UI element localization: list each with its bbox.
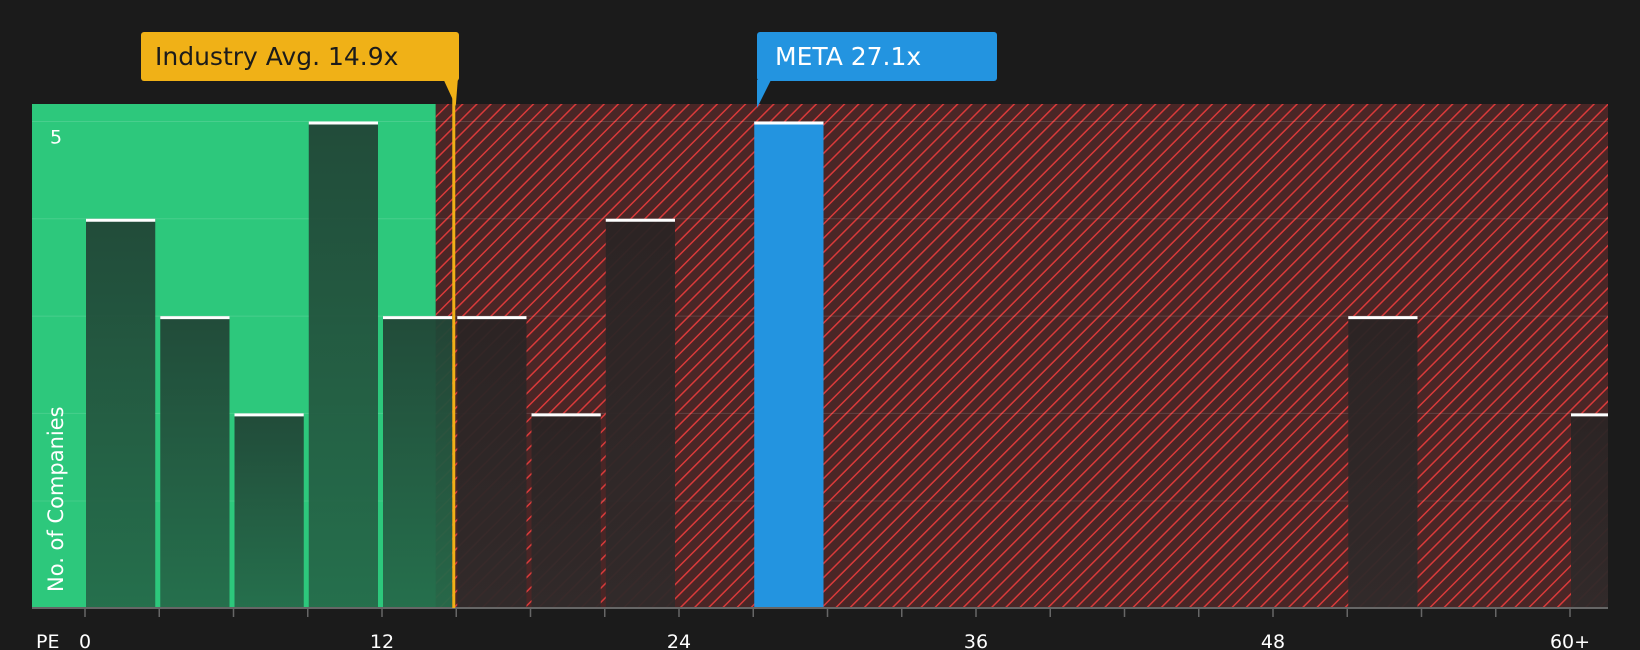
bar [531, 413, 601, 608]
highlighted-bar [754, 121, 824, 608]
x-axis-title: PE [36, 631, 59, 650]
markers: Industry Avg. 14.9x META 27.1x [141, 32, 997, 608]
company-label: META 27.1x [775, 42, 921, 71]
bar [1571, 413, 1608, 608]
bar [86, 218, 156, 609]
bar [383, 316, 453, 608]
y-tick-label: 5 [50, 127, 62, 149]
industry-avg-label: Industry Avg. 14.9x [155, 42, 398, 71]
bar [160, 316, 230, 608]
industry-avg-pointer [443, 80, 458, 106]
x-tick-label: 12 [370, 631, 394, 650]
x-axis: 0 12 24 36 48 60+ [32, 607, 1608, 650]
bars [86, 121, 1608, 609]
bar [308, 121, 378, 608]
bar [605, 218, 675, 609]
y-axis-title: No. of Companies [44, 406, 68, 592]
bar [234, 413, 304, 608]
company-pointer [757, 80, 771, 108]
bar [457, 316, 527, 608]
x-tick-label: 48 [1261, 631, 1285, 650]
company-callout [757, 32, 997, 81]
bar [1348, 316, 1418, 608]
x-tick-label: 60+ [1550, 631, 1590, 650]
x-tick-label: 36 [964, 631, 988, 650]
industry-avg-callout [141, 32, 459, 81]
x-tick-label: 24 [667, 631, 691, 650]
x-tick-label: 0 [79, 631, 91, 650]
